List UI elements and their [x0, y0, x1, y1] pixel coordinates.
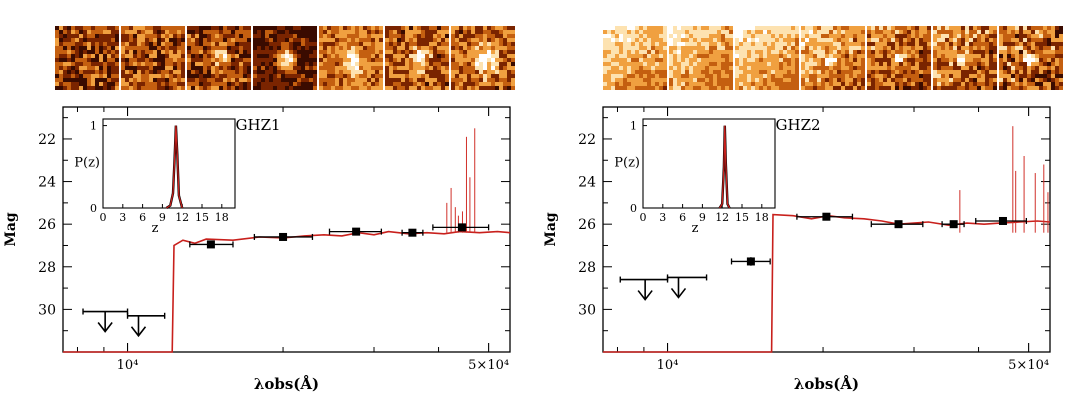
ghz2-inset-y-tick-label-1: 1 [630, 120, 637, 133]
ghz1-inset-y-tick-label-0: 0 [90, 202, 97, 215]
ghz1-inset-y-tick-label-1: 1 [90, 120, 97, 133]
ghz2-inset-y-label: P(z) [614, 156, 640, 171]
ghz2-y-tick-label-1: 24 [578, 175, 596, 191]
ghz1-y-tick-label-2: 26 [38, 217, 56, 233]
ghz2-photometry-point-1 [822, 212, 831, 221]
ghz2-stamp-1 [603, 26, 667, 90]
ghz2-stamp-5 [867, 26, 931, 90]
ghz2-pz-curve [719, 125, 731, 209]
ghz2-x-axis-label: λobs(Å) [794, 375, 859, 393]
ghz1-y-axis-label: Mag [3, 212, 19, 247]
ghz1-title: GHZ1 [236, 116, 281, 134]
ghz1-stamp-7 [451, 26, 515, 90]
ghz2-inset-x-tick-label-0: 0 [640, 211, 647, 224]
ghz2-y-tick-label-2: 26 [578, 217, 596, 233]
ghz2-inset-x-tick-label-1: 3 [659, 211, 666, 224]
ghz1-x-axis-label: λobs(Å) [254, 375, 319, 393]
ghz2-photometry-point-3 [949, 220, 958, 229]
ghz2-photometry-point-0 [746, 257, 755, 266]
ghz1-y-tick-label-0: 22 [38, 132, 56, 148]
ghz2-inset-x-tick-label-4: 12 [715, 211, 729, 224]
ghz1-upper-limit-arrow-0 [97, 322, 113, 333]
ghz1-stamp-5 [319, 26, 383, 90]
ghz2-y-axis-label: Mag [543, 212, 559, 247]
ghz2-stamp-2 [669, 26, 733, 90]
ghz1-inset-x-tick-label-2: 6 [139, 211, 146, 224]
ghz2-upper-limit-arrow-1 [670, 287, 687, 299]
ghz1-inset-y-label: P(z) [74, 156, 100, 171]
ghz1-inset-x-tick-label-1: 3 [119, 211, 126, 224]
ghz1-photometry-point-2 [352, 227, 361, 236]
ghz1-photometry-point-3 [408, 228, 417, 237]
ghz2-inset-frame [642, 118, 776, 209]
ghz1-photometry-point-0 [206, 240, 215, 249]
ghz1-y-tick-label-3: 28 [38, 260, 56, 276]
ghz1-inset-x-tick-label-5: 15 [195, 211, 209, 224]
ghz1-stamp-1 [55, 26, 119, 90]
ghz2-inset-x-tick-label-6: 18 [755, 211, 769, 224]
ghz1-y-tick-label-4: 30 [38, 302, 56, 318]
ghz1-photometry-point-1 [279, 232, 288, 241]
ghz1-image-stamps [55, 26, 515, 90]
ghz2-y-tick-label-3: 28 [578, 260, 596, 276]
ghz1-stamp-6 [385, 26, 449, 90]
ghz1-inset-x-tick-label-3: 9 [159, 211, 166, 224]
ghz2-inset-x-tick-label-3: 9 [699, 211, 706, 224]
ghz2-stamp-6 [933, 26, 997, 90]
ghz2-y-tick-label-4: 30 [578, 302, 596, 318]
ghz2-stamp-4 [801, 26, 865, 90]
ghz1-inset-x-tick-label-4: 12 [175, 211, 189, 224]
ghz1-photometry-point-4 [457, 223, 466, 232]
ghz1-x-tick-label-1: 5×10⁴ [468, 358, 509, 373]
ghz1-y-tick-label-1: 24 [38, 175, 56, 191]
ghz1-stamp-3 [187, 26, 251, 90]
ghz2-plot-frame [602, 106, 1051, 353]
ghz2-inset-x-label: z [692, 221, 699, 236]
ghz1-upper-limit-arrow-1 [130, 326, 147, 338]
ghz2-stamp-7 [999, 26, 1063, 90]
ghz2-y-tick-label-0: 22 [578, 132, 596, 148]
ghz2-stamp-3 [735, 26, 799, 90]
ghz2-model-sed [603, 213, 1051, 353]
ghz2-x-tick-label-1: 5×10⁴ [1008, 358, 1049, 373]
ghz2-photometry-point-2 [894, 220, 903, 229]
ghz1-inset-frame [102, 118, 236, 209]
ghz1-plot-frame [62, 106, 511, 353]
ghz1-model-sed [63, 230, 511, 353]
ghz2-image-stamps [603, 26, 1063, 90]
ghz1-x-tick-label-0: 10⁴ [117, 358, 139, 373]
ghz1-inset-x-tick-label-6: 18 [215, 211, 229, 224]
ghz1-pz-curve [166, 125, 183, 209]
ghz1-stamp-4 [253, 26, 317, 90]
ghz2-x-tick-label-0: 10⁴ [657, 358, 679, 373]
ghz2-inset-x-tick-label-5: 15 [735, 211, 749, 224]
ghz2-title: GHZ2 [776, 116, 821, 134]
ghz1-stamp-2 [121, 26, 185, 90]
ghz2-inset-y-tick-label-0: 0 [630, 202, 637, 215]
ghz2-upper-limit-arrow-0 [637, 290, 653, 301]
ghz1-inset-x-label: z [152, 221, 159, 236]
ghz2-inset-x-tick-label-2: 6 [679, 211, 686, 224]
ghz2-photometry-point-4 [998, 216, 1007, 225]
ghz1-inset-x-tick-label-0: 0 [100, 211, 107, 224]
